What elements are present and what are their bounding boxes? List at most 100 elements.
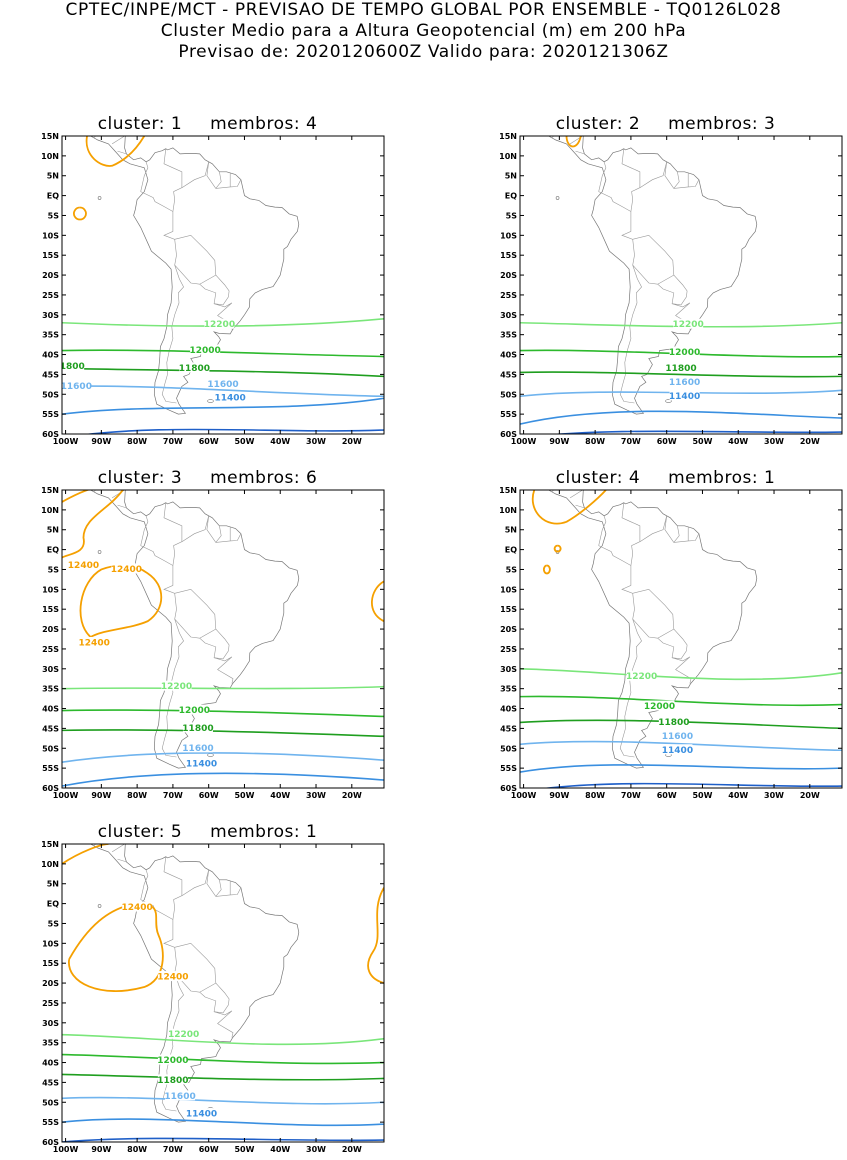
country-border — [639, 515, 667, 542]
panel-title: cluster: 5 membros: 1 — [30, 822, 385, 842]
contour-label-bg — [179, 704, 210, 715]
contour-11200 — [550, 430, 842, 434]
cluster-label: cluster: — [97, 822, 165, 842]
lat-tick-label: 35S — [500, 685, 517, 694]
contour-12400 — [371, 580, 384, 622]
cluster-label: cluster: — [97, 468, 165, 488]
lon-tick-label: 50W — [234, 791, 254, 800]
lat-tick-label: 35S — [42, 685, 59, 694]
country-border — [163, 502, 183, 566]
country-border — [181, 869, 209, 896]
country-border — [161, 265, 184, 404]
contour-11400 — [520, 410, 842, 425]
lat-tick-label: 25S — [42, 291, 59, 300]
country-border — [214, 1010, 234, 1038]
contour-12400 — [85, 136, 146, 167]
map-border — [61, 843, 385, 1143]
country-border — [569, 490, 583, 499]
country-border — [673, 171, 680, 189]
lat-tick-label: 20S — [42, 271, 59, 280]
country-border — [657, 274, 688, 306]
contour-label-bg — [644, 700, 675, 711]
country-border — [598, 545, 635, 620]
lon-tick-label: 100W — [53, 791, 79, 800]
contour-label: 11600 — [61, 382, 92, 392]
coastline — [89, 136, 300, 415]
country-border — [215, 879, 222, 897]
lon-tick-label: 80W — [585, 437, 605, 446]
island — [555, 196, 560, 200]
members-count: 1 — [305, 822, 318, 842]
contour-11600 — [62, 1096, 384, 1105]
contour-11400 — [62, 772, 384, 787]
lat-tick-label: 5N — [505, 526, 517, 535]
contour-label-bg — [215, 392, 246, 403]
cluster-number: 4 — [628, 468, 641, 488]
contour-label: 11400 — [214, 394, 245, 404]
lat-tick-label: 15N — [499, 486, 517, 495]
lat-tick-label: 45S — [42, 1078, 59, 1087]
geopotential-map: 12400 12400 12400 12200 12000 11800 11600 11400… — [41, 486, 385, 800]
lon-tick-label: 80W — [585, 791, 605, 800]
coastline — [547, 136, 758, 415]
lat-tick-label: 45S — [500, 724, 517, 733]
contour-12400 — [62, 490, 124, 559]
members-label: membros: — [668, 114, 759, 134]
cluster-number: 5 — [170, 822, 183, 842]
country-border — [632, 588, 675, 639]
contour-label: 11400 — [186, 1110, 217, 1120]
lon-tick-label: 30W — [306, 1145, 326, 1154]
members-label: membros: — [210, 114, 301, 134]
contour-label: 12000 — [157, 1056, 188, 1066]
contour-12200 — [62, 685, 384, 690]
contour-label-bg — [122, 901, 153, 912]
contour-label-bg — [669, 390, 700, 401]
lat-tick-label: 60S — [42, 1138, 59, 1147]
contour-label-bg — [208, 378, 238, 389]
map-panel-4: cluster: 4 membros: 1 12200 12000 11800 116… — [488, 468, 847, 800]
lat-tick-label: 10N — [499, 152, 517, 161]
cluster-number: 3 — [170, 468, 183, 488]
contour-label: 11600 — [662, 732, 693, 742]
contour-11200 — [84, 428, 384, 434]
cluster-number: 2 — [628, 114, 641, 134]
lat-tick-label: 25S — [42, 999, 59, 1008]
cluster-label: cluster: — [97, 114, 165, 134]
panel-title: cluster: 1 membros: 4 — [30, 114, 385, 134]
contour-label-bg — [182, 742, 213, 753]
lon-tick-label: 40W — [270, 1145, 290, 1154]
contour-label: 11800 — [665, 364, 696, 374]
country-border — [598, 161, 607, 192]
contour-label: 11400 — [186, 760, 217, 770]
contour-label: 11600 — [669, 378, 700, 388]
lat-tick-label: 40S — [42, 705, 59, 714]
island — [97, 550, 102, 554]
geopotential-map: 12400 12400 12200 12000 11800 11600 11400 15N 10… — [41, 840, 385, 1154]
country-border — [673, 525, 680, 543]
contour-label: 12000 — [189, 346, 220, 356]
members-label: membros: — [210, 822, 301, 842]
contour-12400 — [531, 490, 607, 525]
lon-tick-label: 90W — [91, 1145, 111, 1154]
contour-label: 12400 — [68, 561, 99, 571]
lon-tick-label: 50W — [692, 791, 712, 800]
lat-tick-label: 15N — [41, 132, 59, 141]
lon-tick-label: 90W — [549, 437, 569, 446]
contour-label-bg — [157, 1074, 188, 1085]
lat-tick-label: 50S — [42, 390, 59, 399]
contour-label: 11800 — [658, 718, 689, 728]
contour-label: 11600 — [207, 380, 238, 390]
lat-tick-label: 50S — [500, 390, 517, 399]
contour-11800 — [520, 371, 842, 378]
country-border — [621, 148, 641, 212]
contour-12200 — [62, 1033, 384, 1046]
lon-tick-label: 40W — [270, 437, 290, 446]
map-panel-5: cluster: 5 membros: 1 12400 12400 12200 120… — [30, 822, 430, 1154]
map-content: 12200 12000 11800 11600 11400 — [520, 136, 842, 434]
lat-tick-label: 50S — [42, 744, 59, 753]
panel-title: cluster: 2 membros: 3 — [488, 114, 843, 134]
contour-11800 — [62, 367, 384, 378]
lon-tick-label: 90W — [549, 791, 569, 800]
lat-tick-label: 15S — [42, 605, 59, 614]
map-content: 12400 12400 12200 12000 11800 11600 11400 — [62, 844, 384, 1142]
